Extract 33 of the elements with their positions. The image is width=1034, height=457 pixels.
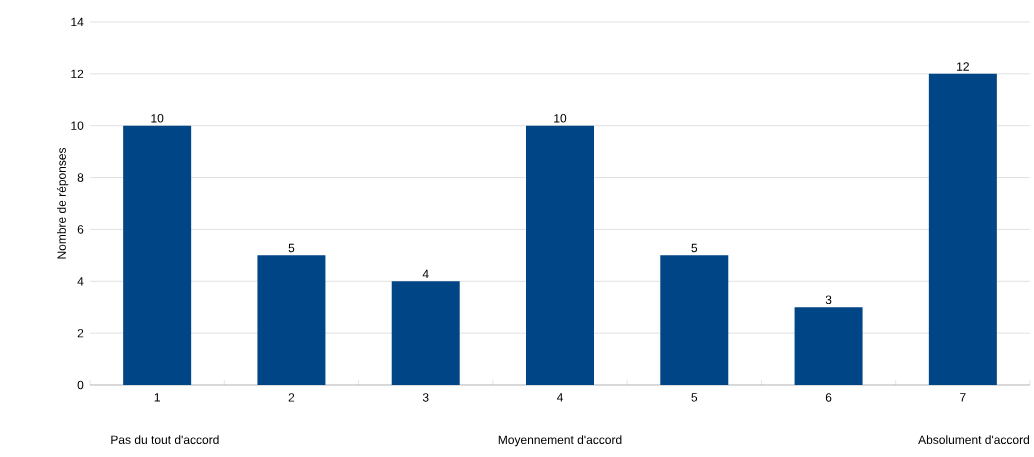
y-tick-label: 12 [71,69,84,79]
data-label: 4 [422,269,429,279]
x-tick-label: 6 [825,393,832,402]
bar [391,281,460,385]
x-tick-label: 7 [960,393,966,402]
bar [660,255,729,385]
y-tick-label: 0 [77,380,84,390]
y-tick-label: 6 [77,225,84,234]
y-tick-label: 2 [77,328,84,338]
bar [257,255,326,385]
y-axis-title: Nombre de réponses [56,147,69,259]
data-label: 5 [691,243,698,253]
y-tick-label: 14 [71,17,84,27]
text: Absolument d'accord [918,435,1029,444]
data-label: 10 [554,114,567,123]
data-label: 3 [825,295,832,304]
data-label: 5 [288,243,295,253]
bar [794,307,863,385]
data-label: 10 [151,114,164,123]
y-tick-label: 4 [77,277,84,286]
bar [526,125,594,385]
x-tick-label: 1 [154,393,160,402]
bar [123,125,192,385]
text: Pas du tout d'accord [111,435,219,444]
y-tick-label: 10 [71,121,84,130]
x-tick-label: 3 [422,393,429,402]
y-tick-label: 8 [77,173,84,182]
data-label: 12 [957,62,969,71]
text: Moyennement d'accord [498,435,622,447]
x-tick-label: 2 [288,393,295,402]
x-tick-label: 4 [556,393,563,402]
bar [928,73,997,385]
x-tick-label: 5 [691,393,698,402]
